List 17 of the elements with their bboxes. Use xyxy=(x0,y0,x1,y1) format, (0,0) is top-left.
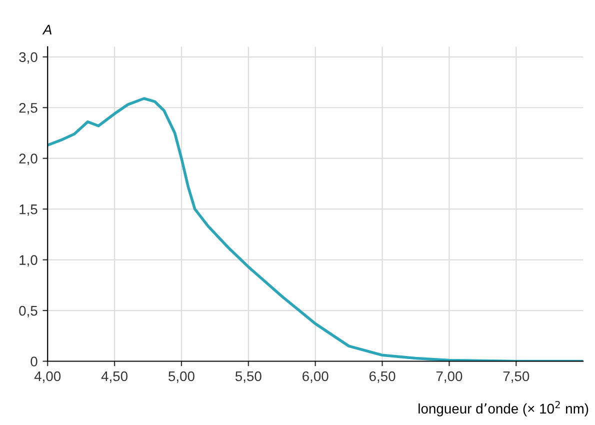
x-tick-label: 7,00 xyxy=(436,371,462,383)
x-tick-label: 5,50 xyxy=(235,371,262,383)
y-tick-label: 2,0 xyxy=(19,154,38,166)
y-tick-label: 3,0 xyxy=(19,52,38,64)
x-tick-label: 4,50 xyxy=(101,371,128,383)
y-tick-label: 1,0 xyxy=(20,255,38,267)
y-tick-label: 1,5 xyxy=(20,204,38,216)
x-tick-label: 6,50 xyxy=(369,371,396,383)
y-tick-label: 0,5 xyxy=(19,306,38,318)
x-tick-label: 7,50 xyxy=(503,371,530,383)
x-axis-title: longueur d’onde (× 10$^{2}$ nm) xyxy=(418,400,588,416)
x-tick-label: 4,00 xyxy=(34,371,61,383)
y-axis-title: A xyxy=(42,24,52,34)
y-tick-label: 0 xyxy=(30,356,38,366)
x-tick-label: 6,00 xyxy=(302,371,328,383)
x-tick-label: 5,00 xyxy=(168,371,194,383)
y-tick-label: 2,5 xyxy=(19,102,38,114)
